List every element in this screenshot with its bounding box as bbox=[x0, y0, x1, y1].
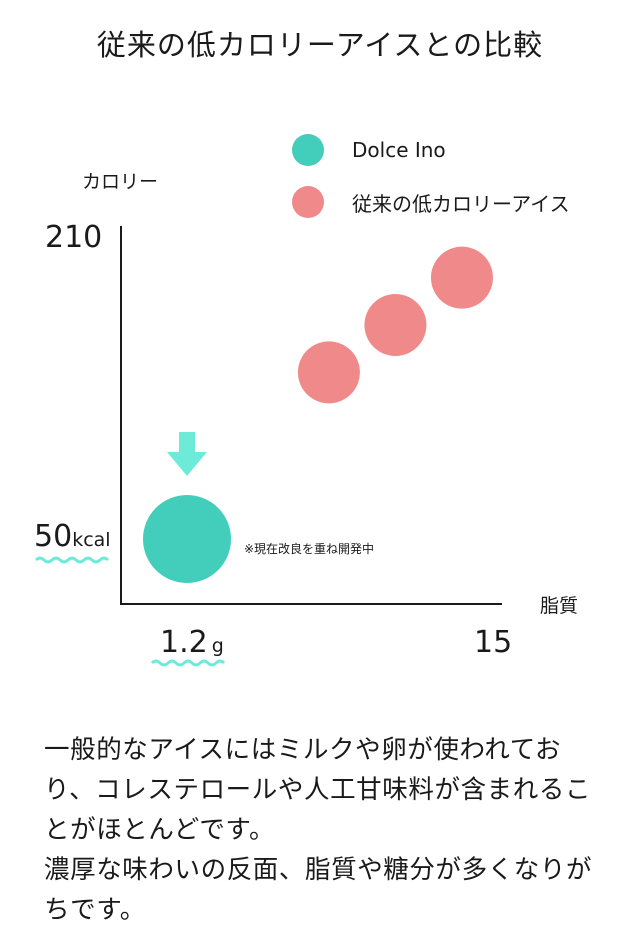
y-tick-bottom: 50kcal bbox=[34, 519, 111, 554]
annotation-text: ※現在改良を重ね開発中 bbox=[244, 541, 374, 556]
y-tick-bottom-unit: kcal bbox=[72, 529, 110, 551]
point-conventional-2 bbox=[364, 294, 427, 357]
legend-item-conventional: 従来の低カロリーアイス bbox=[292, 186, 570, 218]
description-text: 一般的なアイスにはミルクや卵が使われており、コレステロールや人工甘味料が含まれる… bbox=[44, 730, 604, 930]
down-arrow-icon bbox=[167, 432, 207, 476]
y-tick-underline bbox=[34, 556, 110, 564]
legend-dot-conventional bbox=[292, 186, 324, 218]
x-tick-underline bbox=[150, 659, 226, 667]
chart-title: 従来の低カロリーアイスとの比較 bbox=[96, 28, 544, 62]
legend-item-dolce-ino: Dolce Ino bbox=[292, 134, 446, 166]
x-tick-left: 1.2 g bbox=[160, 625, 224, 660]
y-axis-label: カロリー bbox=[82, 171, 158, 193]
point-dolce-ino bbox=[143, 495, 231, 583]
point-conventional-3 bbox=[430, 246, 493, 309]
x-axis-label: 脂質 bbox=[540, 595, 578, 617]
description-paragraph-1: 一般的なアイスにはミルクや卵が使われており、コレステロールや人工甘味料が含まれる… bbox=[44, 735, 592, 845]
point-conventional-1 bbox=[297, 341, 360, 404]
legend-dot-dolce-ino bbox=[292, 134, 324, 166]
scatter-chart: カロリー 210 50kcal 脂質 1.2 g 15 ※現在改良を重ね開発中 bbox=[34, 171, 578, 667]
y-tick-top: 210 bbox=[45, 220, 102, 255]
legend-label-conventional: 従来の低カロリーアイス bbox=[352, 191, 570, 216]
y-tick-bottom-value: 50 bbox=[34, 519, 72, 554]
x-tick-left-unit: g bbox=[212, 635, 224, 657]
legend-label-dolce-ino: Dolce Ino bbox=[352, 138, 446, 162]
x-tick-left-value: 1.2 bbox=[160, 625, 208, 660]
x-tick-right: 15 bbox=[474, 625, 512, 660]
description-paragraph-2: 濃厚な味わいの反面、脂質や糖分が多くなりがちです。 bbox=[44, 855, 593, 925]
